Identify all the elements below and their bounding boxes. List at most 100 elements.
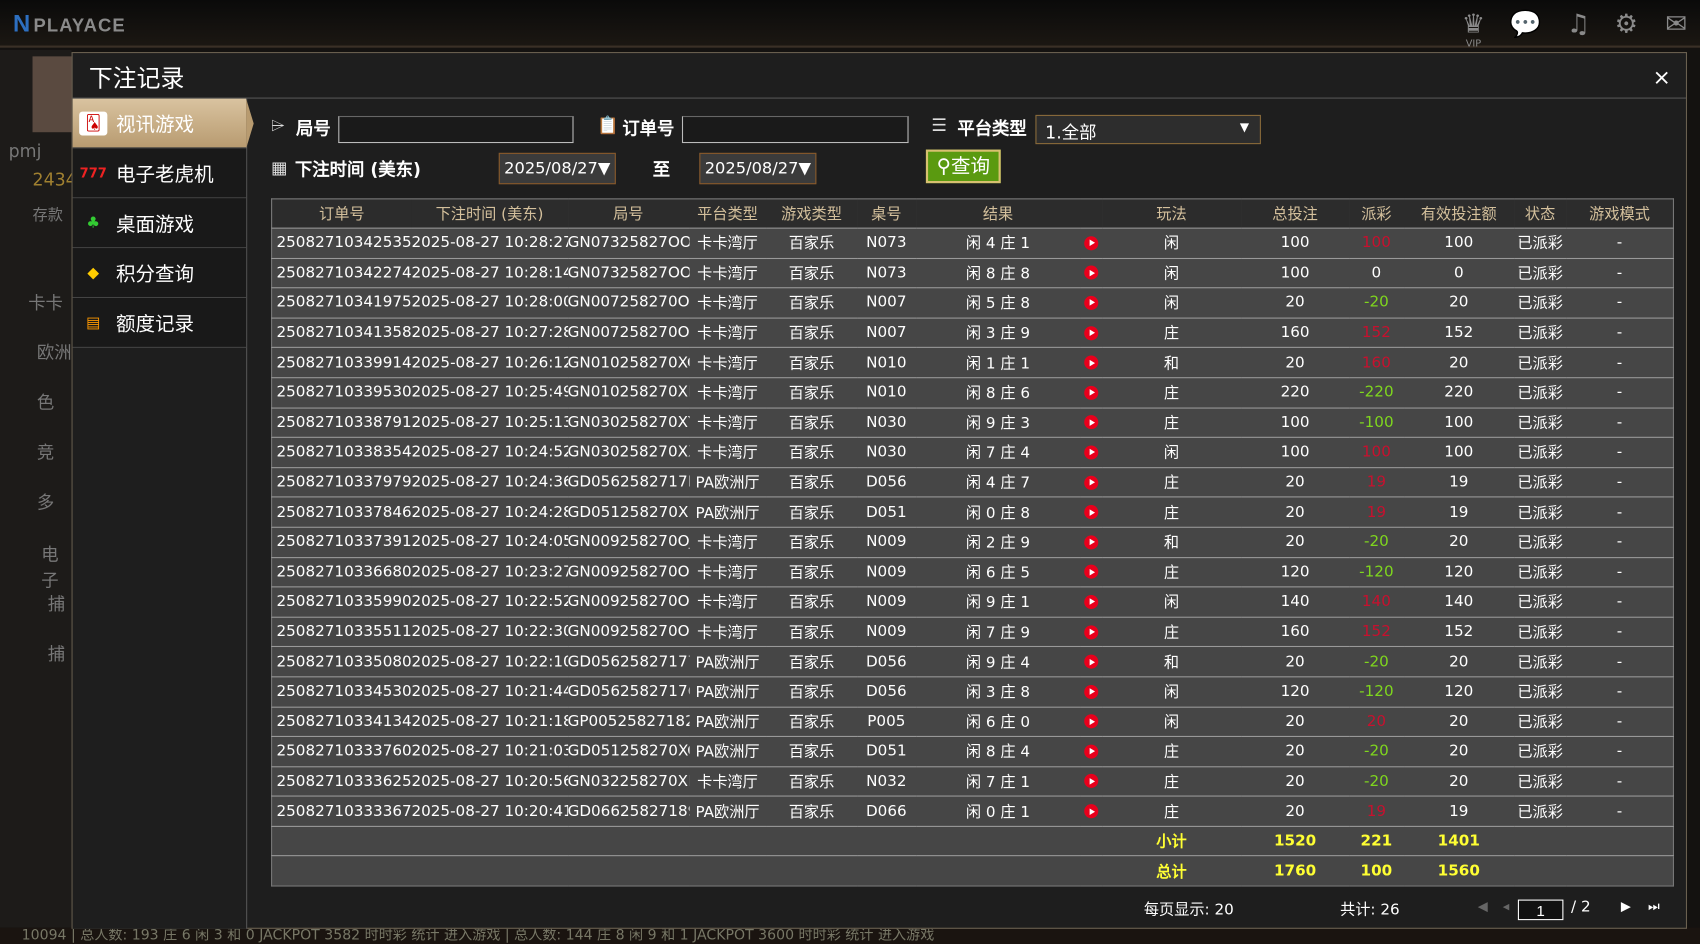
gear-icon[interactable]: ⚙ [1614,8,1638,40]
username: pmj [8,140,42,162]
play-video-icon[interactable] [1084,355,1099,370]
nav-item-slots[interactable]: 777 电子老虎机 [72,148,247,199]
lobby-menu-item[interactable]: 欧洲 [36,342,72,364]
lobby-menu-item[interactable]: 多 [36,492,55,513]
play-video-icon[interactable] [1084,385,1099,400]
date-to-picker[interactable]: 2025/08/27▼ [699,152,817,185]
result-cell: 闲 6 庄 5 [915,556,1081,588]
lobby-menu-item[interactable]: 卡卡 [28,292,63,314]
valid-bet-cell: 20 [1403,736,1515,767]
play-video-icon[interactable] [1084,654,1099,669]
prev-page-icon[interactable]: ◂ [1502,898,1510,914]
video-icon-cell[interactable] [1080,556,1103,588]
nav-item-table-games[interactable]: ♣ 桌面游戏 [72,198,247,249]
nav-item-points[interactable]: ◆ 积分查询 [72,248,247,299]
table-id-cell: N009 [857,616,916,647]
lobby-menu-item[interactable]: 捕 [47,593,66,615]
video-icon-cell[interactable] [1080,676,1103,707]
result-cell: 闲 9 庄 4 [915,646,1081,677]
round-input[interactable] [338,115,574,144]
video-icon-cell[interactable] [1080,586,1103,617]
play-video-icon[interactable] [1084,744,1099,759]
message-icon[interactable]: ✉ [1665,8,1688,40]
play-video-icon[interactable] [1084,445,1099,460]
video-icon-cell[interactable] [1080,347,1103,378]
status-cell: 已派彩 [1514,526,1567,558]
close-button[interactable]: × [1652,63,1671,90]
vip-icon[interactable]: ♛ VIP [1456,7,1491,50]
play-video-icon[interactable] [1084,236,1099,251]
video-icon-cell[interactable] [1080,436,1103,468]
total-bet-cell: 220 [1240,377,1350,408]
valid-bet-cell: 152 [1403,616,1515,647]
play-video-icon[interactable] [1084,594,1099,610]
video-icon-cell[interactable] [1080,765,1103,797]
bet-type-cell: 闲 [1102,436,1241,468]
last-page-icon[interactable]: ⏭ [1647,898,1660,914]
play-video-icon[interactable] [1084,265,1099,281]
chat-icon[interactable]: 💬 [1509,8,1542,40]
nav-label: 额度记录 [116,312,195,336]
play-video-icon[interactable] [1084,475,1099,490]
play-video-icon[interactable] [1084,505,1099,520]
nav-item-live-games[interactable]: 🂡 视讯游戏 [72,98,254,149]
game-mode-cell: - [1566,227,1674,259]
video-icon-cell[interactable] [1080,317,1103,348]
video-icon-cell[interactable] [1080,466,1103,498]
video-icon-cell[interactable] [1080,407,1103,438]
next-page-icon[interactable]: ▶ [1620,898,1631,914]
play-video-icon[interactable] [1084,714,1099,729]
query-button[interactable]: ⚲查询 [925,149,1001,184]
video-icon-cell[interactable] [1080,227,1103,259]
video-icon-cell[interactable] [1080,646,1103,677]
platform-cell: 卡卡湾厅 [689,377,766,408]
game-mode-cell: - [1566,257,1674,288]
page-number-input[interactable] [1517,899,1564,921]
play-video-icon[interactable] [1084,295,1099,310]
play-video-icon[interactable] [1084,624,1099,639]
play-video-icon[interactable] [1084,684,1099,699]
video-icon-cell[interactable] [1080,496,1103,528]
game-mode-cell: - [1566,765,1674,797]
status-cell: 已派彩 [1514,407,1567,438]
music-icon[interactable]: ♫ [1566,8,1591,40]
payout-cell: -220 [1349,377,1404,408]
platform-select[interactable]: 1.全部 ▼ [1035,114,1261,145]
table-row: 250827103359905 2025-08-27 10:22:52 GN0092… [271,586,1674,617]
nav-item-credit-records[interactable]: ▤ 额度记录 [72,298,247,348]
column-header: 派彩 [1349,198,1404,229]
play-video-icon[interactable] [1084,325,1099,340]
play-video-icon[interactable] [1084,535,1099,550]
game-mode-cell: - [1566,317,1674,348]
table-row: 250827103333670 2025-08-27 10:20:41 GD0662… [271,795,1674,827]
play-video-icon[interactable] [1084,415,1099,430]
lobby-menu-item[interactable]: 竞 [36,442,55,463]
lobby-menu-item[interactable]: 电子 [41,544,59,591]
date-from-picker[interactable]: 2025/08/27▼ [498,152,616,185]
video-icon-cell[interactable] [1080,736,1103,767]
lobby-menu-item[interactable]: 色 [36,392,55,413]
lobby-menu-item[interactable]: 捕 [47,643,66,665]
table-row: 250827103341341 2025-08-27 10:21:18 GP0052… [271,706,1674,737]
video-icon-cell[interactable] [1080,795,1103,827]
video-icon-cell[interactable] [1080,706,1103,737]
bet-time-cell: 2025-08-27 10:22:30 [411,616,568,647]
column-header: 游戏类型 [765,198,858,229]
video-icon-cell[interactable] [1080,257,1103,288]
first-page-icon[interactable]: ◀ [1477,898,1488,914]
deposit-link[interactable]: 存款 [32,207,63,225]
play-video-icon[interactable] [1084,804,1099,819]
bet-type-cell: 闲 [1102,706,1241,737]
video-icon-cell[interactable] [1080,377,1103,408]
round-id-cell: GN009258270OG [567,616,690,647]
play-video-icon[interactable] [1084,774,1099,789]
video-icon-cell[interactable] [1080,616,1103,647]
payout-cell: -20 [1349,736,1404,767]
order-number-input[interactable] [681,115,909,144]
video-icon-cell[interactable] [1080,287,1103,318]
video-icon-cell[interactable] [1080,526,1103,558]
round-id-cell: GP00525827182 [567,706,690,737]
empty-cell [765,855,858,887]
subtotal-label: 小计 [1102,825,1241,857]
play-video-icon[interactable] [1084,565,1099,580]
